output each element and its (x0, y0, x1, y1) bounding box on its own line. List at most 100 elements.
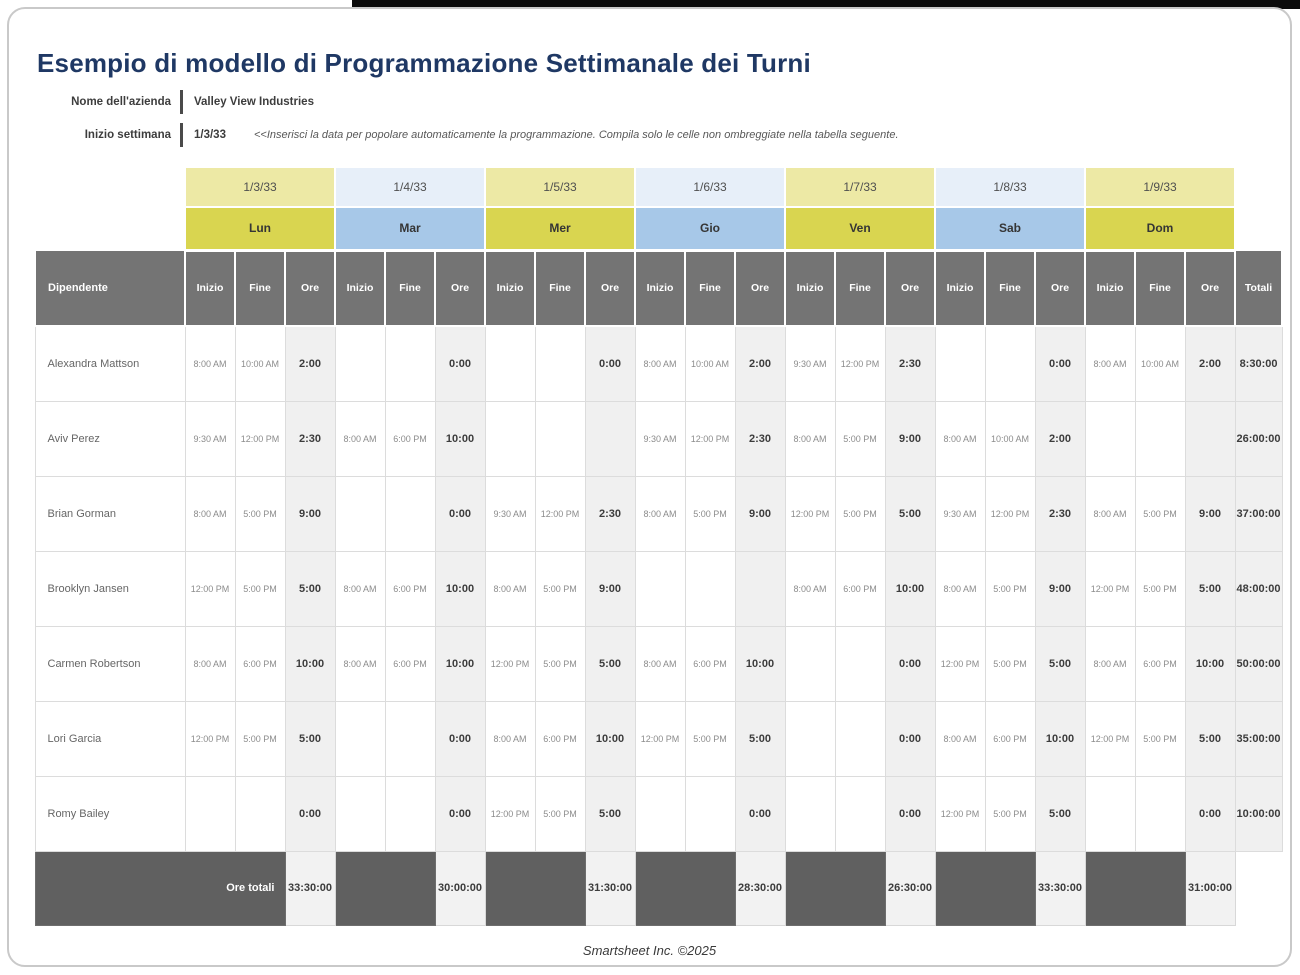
shift-start-cell[interactable]: 9:30 AM (484, 475, 536, 552)
week-start-value-field[interactable]: 1/3/33 (194, 129, 226, 141)
shift-start-cell[interactable]: 8:00 AM (1084, 625, 1136, 702)
shift-start-cell[interactable]: 12:00 PM (1084, 550, 1136, 627)
shift-end-cell[interactable] (834, 775, 886, 852)
shift-end-cell[interactable]: 5:00 PM (1134, 475, 1186, 552)
shift-start-cell[interactable] (484, 400, 536, 477)
shift-start-cell[interactable]: 8:00 AM (334, 400, 386, 477)
shift-start-cell[interactable] (334, 775, 386, 852)
shift-end-cell[interactable]: 10:00 AM (984, 400, 1036, 477)
shift-end-cell[interactable]: 5:00 PM (1134, 700, 1186, 777)
shift-end-cell[interactable] (234, 775, 286, 852)
shift-end-cell[interactable] (684, 775, 736, 852)
shift-end-cell[interactable] (984, 325, 1036, 402)
shift-start-cell[interactable]: 8:00 AM (334, 550, 386, 627)
shift-start-cell[interactable]: 8:00 AM (934, 400, 986, 477)
shift-start-cell[interactable]: 8:00 AM (1084, 325, 1136, 402)
shift-end-cell[interactable] (534, 325, 586, 402)
shift-start-cell[interactable]: 8:00 AM (484, 550, 536, 627)
shift-end-cell[interactable] (684, 550, 736, 627)
shift-end-cell[interactable]: 5:00 PM (984, 775, 1036, 852)
shift-end-cell[interactable]: 12:00 PM (534, 475, 586, 552)
shift-end-cell[interactable]: 6:00 PM (234, 625, 286, 702)
shift-start-cell[interactable] (1084, 775, 1136, 852)
shift-start-cell[interactable] (784, 775, 836, 852)
shift-start-cell[interactable]: 12:00 PM (484, 625, 536, 702)
shift-end-cell[interactable] (384, 775, 436, 852)
shift-end-cell[interactable]: 10:00 AM (234, 325, 286, 402)
shift-start-cell[interactable]: 12:00 PM (1084, 700, 1136, 777)
shift-end-cell[interactable]: 6:00 PM (384, 400, 436, 477)
shift-start-cell[interactable]: 12:00 PM (184, 550, 236, 627)
shift-end-cell[interactable]: 5:00 PM (534, 775, 586, 852)
shift-end-cell[interactable]: 6:00 PM (984, 700, 1036, 777)
shift-start-cell[interactable] (334, 475, 386, 552)
shift-start-cell[interactable] (184, 775, 236, 852)
shift-end-cell[interactable]: 5:00 PM (534, 625, 586, 702)
shift-start-cell[interactable]: 12:00 PM (184, 700, 236, 777)
shift-end-cell[interactable] (834, 700, 886, 777)
shift-end-cell[interactable] (384, 700, 436, 777)
shift-end-cell[interactable]: 10:00 AM (1134, 325, 1186, 402)
shift-end-cell[interactable]: 6:00 PM (1134, 625, 1186, 702)
shift-start-cell[interactable]: 8:00 AM (784, 400, 836, 477)
shift-end-cell[interactable] (384, 325, 436, 402)
shift-start-cell[interactable]: 12:00 PM (484, 775, 536, 852)
shift-start-cell[interactable] (1084, 400, 1136, 477)
shift-end-cell[interactable]: 6:00 PM (684, 625, 736, 702)
shift-start-cell[interactable] (634, 550, 686, 627)
shift-end-cell[interactable]: 6:00 PM (534, 700, 586, 777)
shift-end-cell[interactable]: 12:00 PM (834, 325, 886, 402)
shift-end-cell[interactable]: 5:00 PM (984, 625, 1036, 702)
shift-end-cell[interactable]: 5:00 PM (834, 400, 886, 477)
shift-start-cell[interactable]: 12:00 PM (784, 475, 836, 552)
shift-end-cell[interactable] (534, 400, 586, 477)
shift-start-cell[interactable]: 12:00 PM (634, 700, 686, 777)
shift-start-cell[interactable]: 8:00 AM (634, 325, 686, 402)
shift-end-cell[interactable]: 5:00 PM (834, 475, 886, 552)
shift-end-cell[interactable]: 5:00 PM (684, 475, 736, 552)
shift-start-cell[interactable]: 9:30 AM (784, 325, 836, 402)
shift-start-cell[interactable]: 8:00 AM (934, 550, 986, 627)
shift-end-cell[interactable]: 6:00 PM (384, 625, 436, 702)
shift-start-cell[interactable]: 8:00 AM (634, 475, 686, 552)
shift-end-cell[interactable] (1134, 400, 1186, 477)
shift-start-cell[interactable]: 8:00 AM (184, 325, 236, 402)
shift-end-cell[interactable]: 10:00 AM (684, 325, 736, 402)
shift-start-cell[interactable]: 8:00 AM (184, 475, 236, 552)
shift-start-cell[interactable]: 9:30 AM (634, 400, 686, 477)
shift-start-cell[interactable]: 12:00 PM (934, 625, 986, 702)
shift-start-cell[interactable] (634, 775, 686, 852)
shift-end-cell[interactable]: 6:00 PM (384, 550, 436, 627)
shift-start-cell[interactable] (784, 625, 836, 702)
shift-end-cell[interactable] (384, 475, 436, 552)
shift-end-cell[interactable]: 6:00 PM (834, 550, 886, 627)
shift-start-cell[interactable]: 8:00 AM (934, 700, 986, 777)
shift-end-cell[interactable]: 5:00 PM (234, 700, 286, 777)
shift-end-cell[interactable]: 12:00 PM (234, 400, 286, 477)
shift-start-cell[interactable] (334, 325, 386, 402)
shift-start-cell[interactable]: 8:00 AM (334, 625, 386, 702)
shift-start-cell[interactable]: 12:00 PM (934, 775, 986, 852)
shift-start-cell[interactable] (484, 325, 536, 402)
shift-start-cell[interactable]: 8:00 AM (784, 550, 836, 627)
shift-start-cell[interactable]: 8:00 AM (634, 625, 686, 702)
shift-start-cell[interactable]: 9:30 AM (184, 400, 236, 477)
shift-end-cell[interactable]: 5:00 PM (1134, 550, 1186, 627)
shift-start-cell[interactable]: 8:00 AM (1084, 475, 1136, 552)
shift-end-cell[interactable]: 5:00 PM (684, 700, 736, 777)
shift-end-cell[interactable]: 12:00 PM (984, 475, 1036, 552)
shift-start-cell[interactable] (784, 700, 836, 777)
shift-start-cell[interactable]: 8:00 AM (484, 700, 536, 777)
shift-end-cell[interactable]: 12:00 PM (684, 400, 736, 477)
shift-end-cell[interactable]: 5:00 PM (234, 475, 286, 552)
company-value-field[interactable]: Valley View Industries (194, 96, 314, 108)
shift-start-cell[interactable] (934, 325, 986, 402)
shift-end-cell[interactable] (1134, 775, 1186, 852)
shift-end-cell[interactable]: 5:00 PM (234, 550, 286, 627)
shift-end-cell[interactable]: 5:00 PM (534, 550, 586, 627)
shift-start-cell[interactable]: 8:00 AM (184, 625, 236, 702)
shift-end-cell[interactable]: 5:00 PM (984, 550, 1036, 627)
shift-start-cell[interactable] (334, 700, 386, 777)
shift-start-cell[interactable]: 9:30 AM (934, 475, 986, 552)
shift-end-cell[interactable] (834, 625, 886, 702)
